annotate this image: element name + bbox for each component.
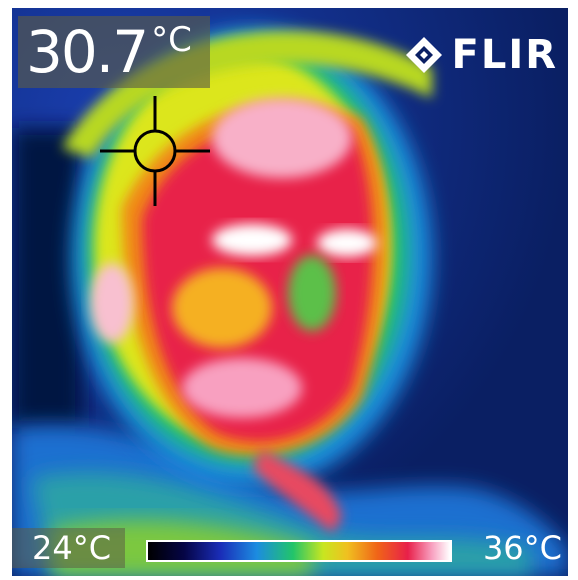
- spot-temperature-unit: °C: [151, 20, 192, 60]
- scale-max-label: 36°C: [482, 529, 562, 567]
- nose-cool: [288, 255, 336, 331]
- spot-meter-crosshair-icon: [100, 96, 210, 206]
- eye-left-hot: [212, 224, 292, 256]
- scale-min-label: 24°C: [12, 528, 126, 568]
- brand-name: FLIR: [451, 32, 558, 78]
- cheek-hot: [182, 358, 302, 418]
- color-palette-bar: [146, 540, 452, 562]
- spot-temperature-value: 30.7: [26, 18, 149, 86]
- brand-logo: FLIR: [404, 32, 559, 78]
- diamond-logo-icon: [405, 37, 442, 73]
- thermal-scene: [12, 8, 568, 576]
- eye-right-hot: [317, 229, 377, 257]
- cheek-orange: [172, 268, 272, 348]
- ear-hot: [90, 263, 134, 343]
- thermal-image-viewport: 30.7 °C FLIR 24°C 36°C: [12, 8, 568, 576]
- dark-left-region: [12, 128, 82, 428]
- temperature-scale: 24°C 36°C: [12, 524, 568, 576]
- forehead-hot: [212, 98, 352, 178]
- spot-temperature-readout: 30.7 °C: [18, 16, 210, 88]
- neck-warm: [252, 448, 342, 533]
